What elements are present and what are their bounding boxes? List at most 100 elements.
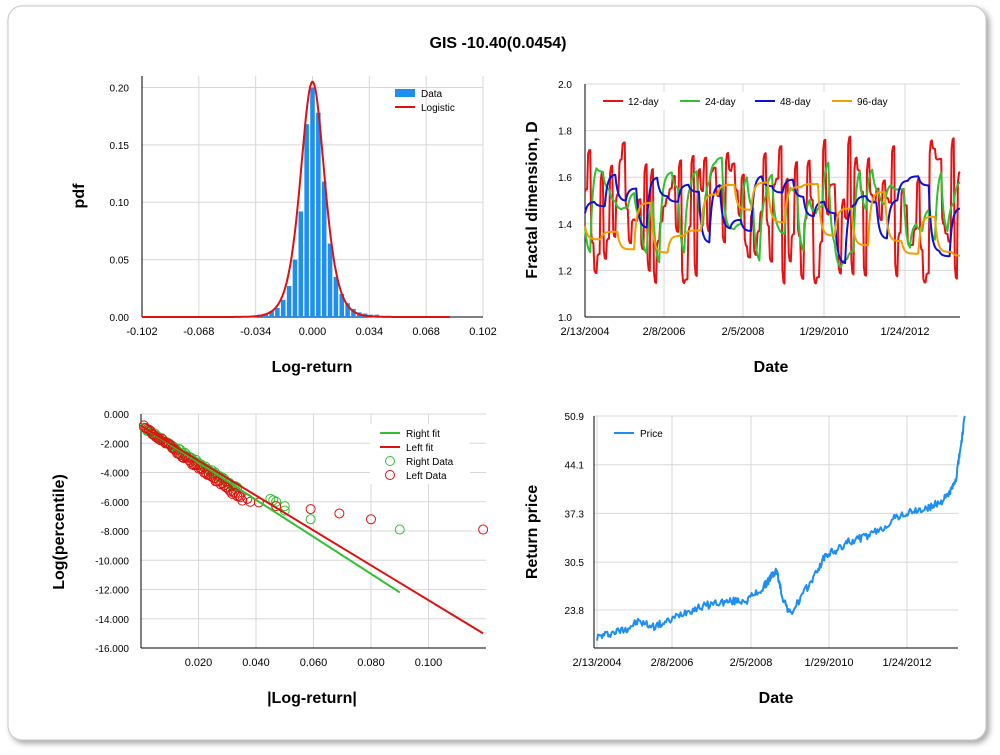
y-tick-label: 37.3 (565, 509, 585, 520)
y-tick-label: 0.15 (110, 141, 130, 152)
y-tick-label: 1.6 (558, 173, 572, 184)
y-tick-label: 2.0 (558, 80, 572, 91)
histogram-bar (327, 243, 333, 317)
x-tick-label: 0.020 (185, 657, 213, 669)
chart-title: GIS -10.40(0.0454) (430, 35, 567, 52)
y-tick-label: 1.2 (558, 266, 572, 277)
pdf-chart: -0.102 -0.068 -0.034 0.000 0.034 0.068 0.102 0.… (71, 76, 497, 376)
histogram-bar (310, 87, 315, 317)
y-tick-label: 0.20 (110, 83, 130, 94)
right-data-point (271, 496, 282, 507)
y-tick-label: 0.10 (110, 198, 130, 209)
legend-label: 12-day (628, 97, 659, 108)
y-tick-label: 50.9 (565, 412, 585, 423)
x-tick-label: 1/24/2012 (881, 326, 930, 338)
x-tick-label: 0.080 (357, 657, 385, 669)
x-axis-label: Date (754, 359, 789, 376)
x-tick-label: 0.040 (242, 657, 270, 669)
y-tick-label: 1.4 (558, 220, 572, 231)
x-tick-label: 0.000 (299, 326, 327, 338)
x-tick-label: 2/13/2004 (561, 326, 610, 338)
legend-label: Right fit (406, 429, 440, 440)
legend-label: Logistic (421, 103, 455, 114)
y-tick-label: -16.000 (95, 644, 129, 655)
histogram-bar (298, 211, 304, 317)
x-axis-label: Log-return (272, 359, 353, 376)
series-line-96-day (584, 181, 961, 257)
y-tick-label: -6.000 (101, 498, 130, 509)
y-tick-label: -14.000 (95, 615, 129, 626)
histogram-bar (292, 259, 298, 317)
y-axis-label: pdf (71, 183, 88, 209)
card-background (7, 5, 987, 741)
left-data-point (237, 495, 248, 506)
left-data-point (305, 504, 316, 515)
legend-swatch-left-data (385, 470, 395, 480)
legend-swatch-data (395, 89, 415, 97)
histogram-bar (333, 276, 339, 317)
x-tick-label: 0.102 (469, 326, 497, 338)
legend-label: Left Data (406, 471, 447, 482)
x-tick-label: 2/8/2006 (651, 657, 694, 669)
logistic-fit-line (142, 80, 450, 318)
x-tick-label: 2/13/2004 (573, 657, 622, 669)
legend-label: Data (421, 89, 443, 100)
legend-box (596, 92, 892, 110)
left-fit-line (140, 424, 484, 635)
y-tick-label: 23.8 (565, 606, 585, 617)
histogram-bar (280, 299, 286, 317)
histogram-bar (304, 124, 309, 317)
x-tick-label: -0.068 (183, 326, 214, 338)
histogram-bar (345, 303, 350, 317)
left-data-point (366, 514, 376, 525)
histogram-bar (351, 308, 356, 317)
x-tick-label: 0.068 (412, 326, 440, 338)
x-axis-label: |Log-return| (267, 690, 357, 707)
y-tick-label: 44.1 (565, 461, 585, 472)
x-tick-label: 1/24/2012 (883, 657, 932, 669)
legend-label: Right Data (406, 457, 454, 468)
fractal-chart: 2/13/2004 2/8/2006 2/5/2008 1/29/2010 1/24/2… (524, 80, 961, 376)
histogram-bar (339, 294, 345, 317)
y-axis-label: Return price (524, 485, 541, 579)
left-data-point (162, 437, 173, 448)
y-tick-label: 0.000 (104, 410, 129, 421)
histogram-bar (316, 112, 321, 317)
x-tick-label: 1/29/2010 (805, 657, 854, 669)
x-tick-label: 0.100 (415, 657, 443, 669)
histogram-bar (321, 181, 327, 317)
histogram-bar (269, 311, 274, 317)
left-data-point (222, 482, 233, 493)
x-tick-label: 2/8/2006 (643, 326, 686, 338)
right-data-point (394, 524, 405, 535)
y-tick-label: -4.000 (101, 469, 130, 480)
y-axis-label: Fractal dimension, D (524, 121, 541, 278)
legend-label: 96-day (857, 97, 888, 108)
y-tick-label: -2.000 (101, 439, 130, 450)
left-data-point (334, 508, 345, 519)
y-tick-label: -12.000 (95, 586, 129, 597)
left-data-point (478, 524, 489, 535)
y-tick-label: -8.000 (101, 527, 130, 538)
legend-label: Left fit (406, 443, 433, 454)
y-tick-label: -10.000 (95, 556, 129, 567)
tail-chart: 0.020 0.040 0.060 0.080 0.100 0.000 -2.000 -4.0… (51, 410, 489, 707)
right-data-point (268, 495, 279, 506)
x-tick-label: 0.060 (300, 657, 328, 669)
histogram-bar (286, 286, 292, 317)
y-axis-label: Log(percentile) (51, 474, 68, 590)
x-tick-label: 1/29/2010 (800, 326, 849, 338)
histogram-bar (275, 307, 280, 317)
price-chart: 2/13/2004 2/8/2006 2/5/2008 1/29/2010 1/24/2… (524, 412, 966, 707)
right-fit-line (140, 424, 401, 594)
x-axis-label: Date (759, 690, 794, 707)
legend-label: 48-day (780, 97, 811, 108)
legend-swatch-right-data (385, 456, 395, 466)
right-data-point (305, 514, 316, 525)
y-tick-label: 1.8 (558, 127, 572, 138)
x-tick-label: 0.034 (356, 326, 384, 338)
x-tick-label: -0.034 (240, 326, 271, 338)
legend-label: 24-day (705, 97, 736, 108)
